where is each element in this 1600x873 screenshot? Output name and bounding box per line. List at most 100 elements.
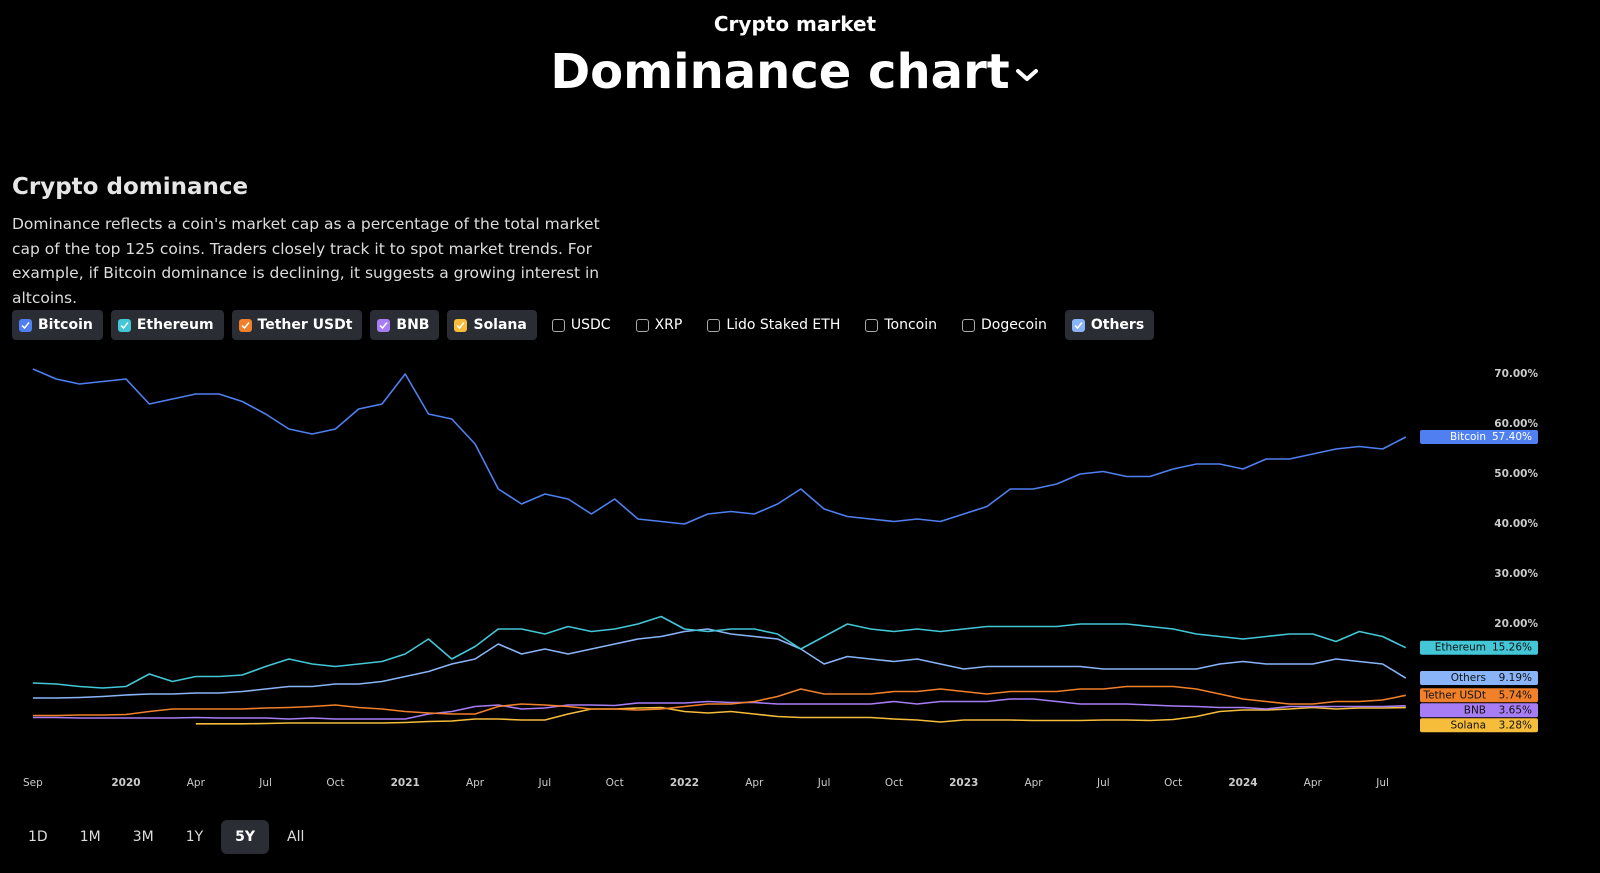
coin-filter[interactable]: Dogecoin [955, 310, 1057, 340]
coin-filter[interactable]: Bitcoin [12, 310, 103, 340]
coin-filter-label[interactable]: Others [1090, 317, 1145, 333]
y-tick-label: 70.00% [1494, 368, 1538, 380]
x-tick-label: Oct [606, 777, 624, 789]
coin-filter-label[interactable]: Dogecoin [981, 317, 1047, 333]
x-tick-label: Jul [1096, 777, 1110, 789]
coin-filter-label[interactable]: Ethereum [136, 317, 214, 333]
check [456, 321, 466, 329]
x-tick-label: 2021 [391, 777, 420, 789]
y-tick-label: 40.00% [1494, 518, 1538, 530]
series-line [32, 615, 1407, 689]
checkbox[interactable] [19, 318, 32, 332]
chart: 20.00% 30.00% 40.00% 50.00% 60.00% 70.00% Sep 2… [23, 368, 1538, 789]
check [21, 321, 30, 329]
coin-filter-label[interactable]: Lido Staked ETH [726, 317, 841, 333]
chevron[interactable] [1014, 65, 1040, 85]
x-tick-label: Oct [885, 777, 903, 789]
coin-filter-label[interactable]: Toncoin [884, 317, 937, 333]
checkbox[interactable] [551, 318, 565, 332]
coin-filter[interactable]: Others [1064, 310, 1155, 340]
series-line [195, 706, 1406, 725]
coin-filter[interactable]: Toncoin [858, 310, 947, 340]
range-selector: 1D 1M 3M 1Y 5Y All [14, 820, 318, 854]
series-line [32, 628, 1407, 699]
x-tick-label: Sep [23, 777, 43, 789]
section-title: Crypto dominance [12, 174, 249, 200]
checkbox[interactable] [1071, 318, 1085, 332]
coin-filter-label[interactable]: BNB [396, 317, 430, 333]
checkbox[interactable] [865, 318, 879, 332]
end-label-name: Bitcoin [1450, 431, 1486, 443]
x-tick-label: 2020 [111, 777, 140, 789]
coin-filter[interactable]: XRP [629, 310, 693, 340]
coin-filter[interactable]: Tether USDt [231, 310, 363, 340]
coin-filter[interactable]: Ethereum [110, 310, 224, 340]
coin-filter[interactable]: USDC [545, 310, 621, 340]
x-tick-label: 2023 [949, 777, 978, 789]
end-label-bg [1420, 671, 1538, 686]
checkbox[interactable] [238, 318, 252, 332]
y-tick-label: 20.00% [1494, 618, 1538, 630]
end-label-value: 57.40% [1492, 431, 1532, 443]
end-label-name: BNB [1464, 704, 1486, 716]
checkbox[interactable] [454, 318, 468, 332]
x-tick-label: Oct [1164, 777, 1182, 789]
checkbox[interactable] [117, 318, 131, 332]
end-label-bg [1420, 703, 1538, 718]
x-tick-label: Apr [466, 777, 485, 789]
x-tick-label: Apr [745, 777, 764, 789]
x-tick-label: Jul [817, 777, 831, 789]
x-tick-label: Jul [258, 777, 272, 789]
section-description: Dominance reflects a coin's market cap a… [12, 215, 600, 307]
end-label-bg [1420, 688, 1538, 703]
end-label-value: 3.28% [1499, 719, 1532, 731]
checkbox[interactable] [377, 318, 391, 332]
end-label-value: 3.65% [1499, 704, 1532, 716]
check [120, 321, 129, 329]
y-tick-label: 50.00% [1494, 468, 1538, 480]
end-label-bg [1420, 718, 1538, 733]
range-button[interactable]: 1M [79, 829, 101, 845]
page-title[interactable]: Dominance chart [0, 44, 1590, 100]
coin-filter-label[interactable]: XRP [654, 317, 683, 333]
kicker: Crypto market [713, 12, 877, 36]
coin-filter[interactable]: Solana [447, 310, 537, 340]
x-tick-label: Jul [1375, 777, 1389, 789]
end-label-name: Tether USDt [1422, 689, 1486, 701]
end-label-value: 5.74% [1499, 689, 1532, 701]
coin-filter-label[interactable]: USDC [570, 317, 611, 333]
end-label-name: Ethereum [1435, 642, 1486, 654]
x-tick-label: Oct [326, 777, 344, 789]
coin-filter-label[interactable]: Bitcoin [38, 317, 93, 333]
title-text[interactable]: Dominance chart [550, 44, 1010, 100]
range-button[interactable]: All [287, 829, 305, 845]
range-button[interactable]: 5Y [221, 820, 270, 854]
check [241, 321, 250, 329]
coin-filters: Bitcoin Ethereum Tether USDt BNB Solana USDC X… [12, 310, 1155, 340]
checkbox[interactable] [707, 318, 721, 332]
range-button[interactable]: 1D [28, 829, 48, 845]
check [1074, 321, 1083, 329]
range-button[interactable]: 1Y [185, 829, 204, 845]
x-tick-label: 2022 [670, 777, 699, 789]
end-label-name: Others [1451, 672, 1486, 684]
series-line [32, 698, 1406, 720]
series-line [32, 368, 1407, 525]
y-tick-label: 30.00% [1494, 568, 1538, 580]
y-tick-label: 60.00% [1494, 418, 1538, 430]
checkbox[interactable] [962, 318, 975, 332]
coin-filter[interactable]: BNB [370, 310, 440, 340]
checkbox[interactable] [635, 318, 649, 332]
end-label-bg [1420, 640, 1538, 655]
x-tick-label: 2024 [1228, 777, 1257, 789]
x-tick-label: Apr [1024, 777, 1043, 789]
end-label-bg [1420, 430, 1538, 444]
check [379, 321, 389, 329]
end-label-value: 15.26% [1492, 642, 1532, 654]
coin-filter-label[interactable]: Solana [473, 317, 527, 333]
coin-filter-label[interactable]: Tether USDt [257, 317, 353, 333]
coin-filter[interactable]: Lido Staked ETH [700, 310, 850, 340]
range-button[interactable]: 3M [132, 829, 154, 845]
series-line [32, 685, 1406, 717]
